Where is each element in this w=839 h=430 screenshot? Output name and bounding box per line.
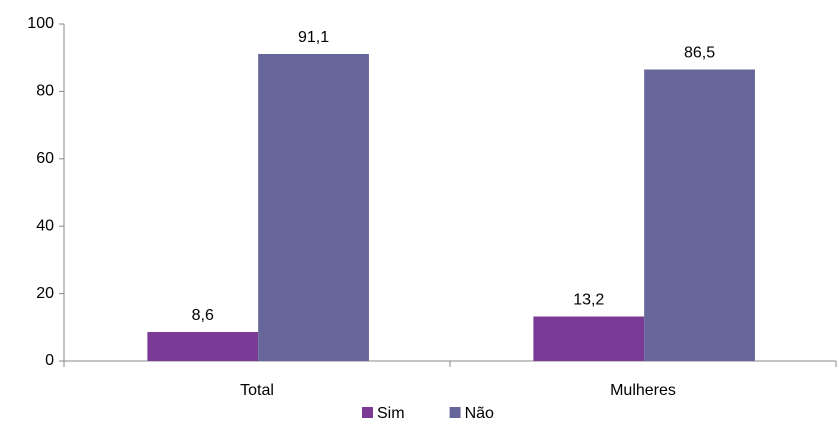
value-label: 13,2	[573, 292, 604, 309]
y-tick-label: 0	[45, 352, 54, 369]
value-label: 91,1	[298, 29, 329, 46]
bar	[258, 53, 369, 361]
y-tick-label: 80	[36, 83, 54, 100]
value-label: 8,6	[192, 307, 214, 324]
value-label: 86,5	[684, 45, 715, 62]
bar	[533, 316, 645, 361]
x-tick-label: Mulheres	[610, 382, 676, 399]
legend-swatch	[362, 407, 373, 418]
y-tick-label: 20	[36, 285, 54, 302]
legend-label: Sim	[377, 405, 405, 422]
legend-swatch	[449, 407, 461, 418]
y-tick-label: 60	[36, 150, 54, 167]
bar	[147, 332, 259, 361]
bar	[644, 69, 755, 362]
y-tick-label: 40	[36, 217, 54, 234]
x-tick-label: Total	[240, 382, 274, 399]
legend-label: Não	[465, 405, 494, 422]
y-tick-label: 100	[27, 15, 54, 32]
